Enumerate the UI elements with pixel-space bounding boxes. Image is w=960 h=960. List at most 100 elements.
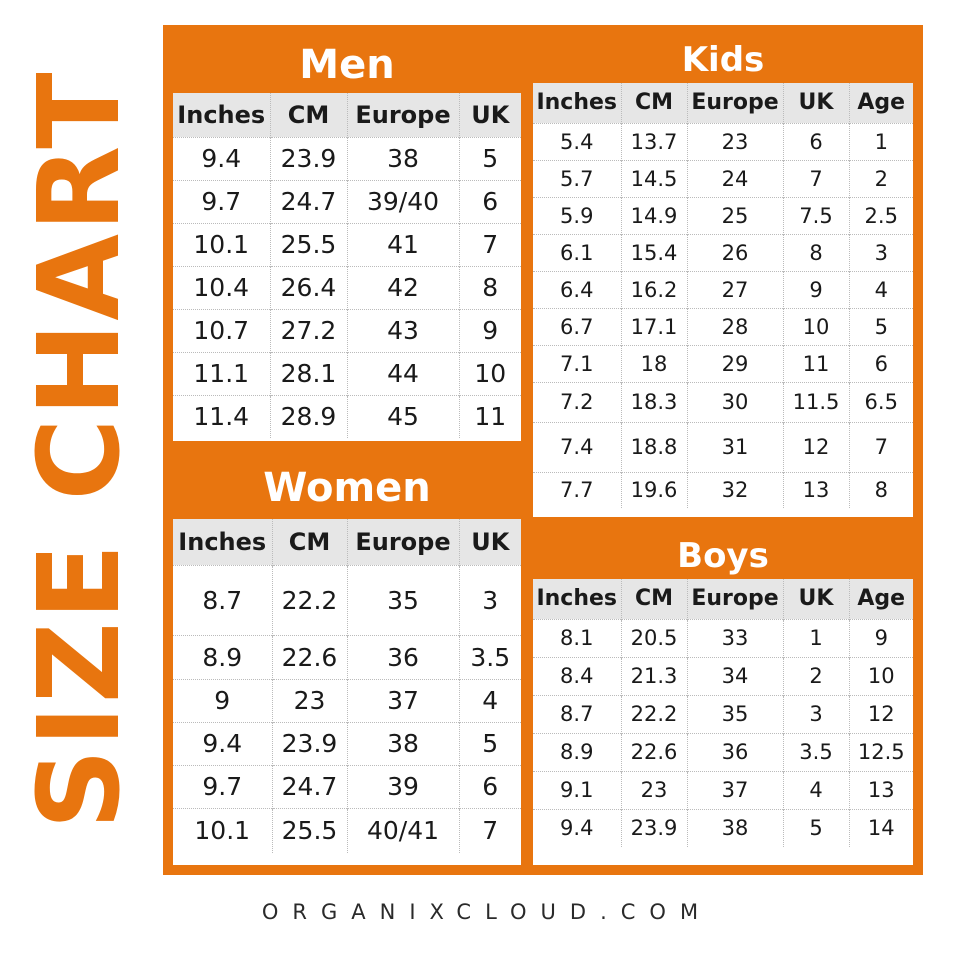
kids-table-cell: 6.7 bbox=[533, 307, 621, 345]
women-table-cell: 40/41 bbox=[346, 807, 459, 853]
women-column-header: CM bbox=[271, 519, 347, 565]
kids-column-header: Inches bbox=[533, 83, 621, 123]
kids-table-cell: 5.4 bbox=[533, 122, 621, 160]
size-chart-frame: Men Inches CM Europe UK 9.4 23.9 38 5 9.7 24.7 39… bbox=[163, 25, 923, 875]
men-table-cell: 45 bbox=[346, 394, 459, 438]
men-table-row: 9.4 23.9 38 5 bbox=[173, 136, 521, 180]
kids-table-cell: 2 bbox=[848, 159, 913, 197]
boys-table-cell: 38 bbox=[686, 808, 783, 847]
women-table-cell: 8.7 bbox=[173, 564, 272, 635]
kids-table-cell: 5 bbox=[848, 307, 913, 345]
kids-table-cell: 9 bbox=[782, 270, 849, 308]
kids-heading: Kids bbox=[681, 40, 765, 80]
women-table-cell: 35 bbox=[346, 564, 459, 635]
boys-table-cell: 20.5 bbox=[620, 618, 687, 657]
boys-table-cell: 23.9 bbox=[620, 808, 687, 847]
women-table-cell: 22.2 bbox=[271, 564, 347, 635]
boys-table-cell: 37 bbox=[686, 770, 783, 809]
women-table-row: 8.7 22.2 35 3 bbox=[173, 564, 521, 635]
boys-table-cell: 3 bbox=[782, 694, 849, 733]
men-column-header: Europe bbox=[346, 93, 459, 137]
women-table-cell: 7 bbox=[458, 807, 521, 853]
kids-table-cell: 30 bbox=[686, 381, 783, 422]
men-heading: Men bbox=[299, 42, 395, 88]
men-table-row: 10.4 26.4 42 8 bbox=[173, 265, 521, 309]
kids-table-cell: 6.4 bbox=[533, 270, 621, 308]
boys-panel: Boys Inches CM Europe UK Age 8.1 20.5 33 1 9 8.4 2… bbox=[533, 533, 913, 865]
men-table-cell: 42 bbox=[346, 265, 459, 309]
women-table-cell: 25.5 bbox=[271, 807, 347, 853]
kids-table-cell: 17.1 bbox=[620, 307, 687, 345]
kids-table-cell: 6.1 bbox=[533, 233, 621, 271]
men-table: Inches CM Europe UK 9.4 23.9 38 5 9.7 24.7 39/40 6… bbox=[173, 93, 521, 438]
women-header-row: Inches CM Europe UK bbox=[173, 519, 521, 565]
men-table-cell: 9.4 bbox=[173, 136, 270, 180]
kids-table-row: 7.7 19.6 32 13 8 bbox=[533, 471, 913, 508]
boys-table-row: 9.4 23.9 38 5 14 bbox=[533, 808, 913, 847]
women-table-cell: 10.1 bbox=[173, 807, 272, 853]
men-table-cell: 11.1 bbox=[173, 351, 270, 395]
boys-table-cell: 4 bbox=[782, 770, 849, 809]
kids-table-cell: 6.5 bbox=[848, 381, 913, 422]
women-table-cell: 5 bbox=[458, 721, 521, 765]
women-column-header: Inches bbox=[173, 519, 272, 565]
men-column-header: Inches bbox=[173, 93, 270, 137]
kids-table-cell: 25 bbox=[686, 196, 783, 234]
size-chart-title: SIZE CHART bbox=[15, 70, 145, 830]
kids-table-cell: 18.3 bbox=[620, 381, 687, 422]
kids-table-cell: 7.4 bbox=[533, 421, 621, 472]
men-table-cell: 11.4 bbox=[173, 394, 270, 438]
boys-table-cell: 3.5 bbox=[782, 732, 849, 771]
women-table-cell: 39 bbox=[346, 764, 459, 808]
kids-column-header: Europe bbox=[686, 83, 783, 123]
men-table-cell: 10.7 bbox=[173, 308, 270, 352]
men-table-cell: 11 bbox=[458, 394, 521, 438]
boys-table-cell: 21.3 bbox=[620, 656, 687, 695]
kids-table-row: 5.4 13.7 23 6 1 bbox=[533, 122, 913, 160]
kids-table-cell: 4 bbox=[848, 270, 913, 308]
women-column-header: Europe bbox=[346, 519, 459, 565]
kids-table-cell: 12 bbox=[782, 421, 849, 472]
women-table-cell: 4 bbox=[458, 678, 521, 722]
men-table-cell: 41 bbox=[346, 222, 459, 266]
men-table-row: 11.4 28.9 45 11 bbox=[173, 394, 521, 438]
kids-table-row: 5.7 14.5 24 7 2 bbox=[533, 159, 913, 197]
boys-column-header: Age bbox=[848, 579, 913, 619]
men-table-cell: 10.4 bbox=[173, 265, 270, 309]
kids-table-row: 6.7 17.1 28 10 5 bbox=[533, 307, 913, 345]
kids-table-cell: 23 bbox=[686, 122, 783, 160]
women-table-row: 9 23 37 4 bbox=[173, 678, 521, 722]
men-table-cell: 7 bbox=[458, 222, 521, 266]
kids-table-cell: 8 bbox=[782, 233, 849, 271]
kids-table-cell: 24 bbox=[686, 159, 783, 197]
women-table-row: 10.1 25.5 40/41 7 bbox=[173, 807, 521, 853]
boys-table-cell: 36 bbox=[686, 732, 783, 771]
men-table-cell: 39/40 bbox=[346, 179, 459, 223]
women-table-cell: 22.6 bbox=[271, 634, 347, 679]
men-table-cell: 5 bbox=[458, 136, 521, 180]
men-table-cell: 10 bbox=[458, 351, 521, 395]
kids-column-header: CM bbox=[620, 83, 687, 123]
boys-table-row: 8.1 20.5 33 1 9 bbox=[533, 618, 913, 657]
kids-table-cell: 26 bbox=[686, 233, 783, 271]
kids-table-cell: 10 bbox=[782, 307, 849, 345]
men-table-cell: 6 bbox=[458, 179, 521, 223]
men-table-cell: 9 bbox=[458, 308, 521, 352]
boys-column-header: UK bbox=[782, 579, 849, 619]
boys-table-cell: 22.6 bbox=[620, 732, 687, 771]
boys-table-cell: 8.9 bbox=[533, 732, 621, 771]
women-table-row: 9.7 24.7 39 6 bbox=[173, 764, 521, 808]
kids-table-cell: 13 bbox=[782, 471, 849, 508]
kids-table: Inches CM Europe UK Age 5.4 13.7 23 6 1 5.7 14.5 24… bbox=[533, 83, 913, 508]
kids-table-cell: 32 bbox=[686, 471, 783, 508]
kids-table-cell: 1 bbox=[848, 122, 913, 160]
men-panel: Men Inches CM Europe UK 9.4 23.9 38 5 9.7 24.7 39… bbox=[173, 37, 521, 441]
men-table-cell: 38 bbox=[346, 136, 459, 180]
kids-table-cell: 2.5 bbox=[848, 196, 913, 234]
boys-table-cell: 10 bbox=[848, 656, 913, 695]
kids-table-cell: 11 bbox=[782, 344, 849, 382]
kids-table-row: 6.1 15.4 26 8 3 bbox=[533, 233, 913, 271]
kids-table-cell: 14.5 bbox=[620, 159, 687, 197]
men-table-cell: 24.7 bbox=[269, 179, 347, 223]
women-table-row: 9.4 23.9 38 5 bbox=[173, 721, 521, 765]
